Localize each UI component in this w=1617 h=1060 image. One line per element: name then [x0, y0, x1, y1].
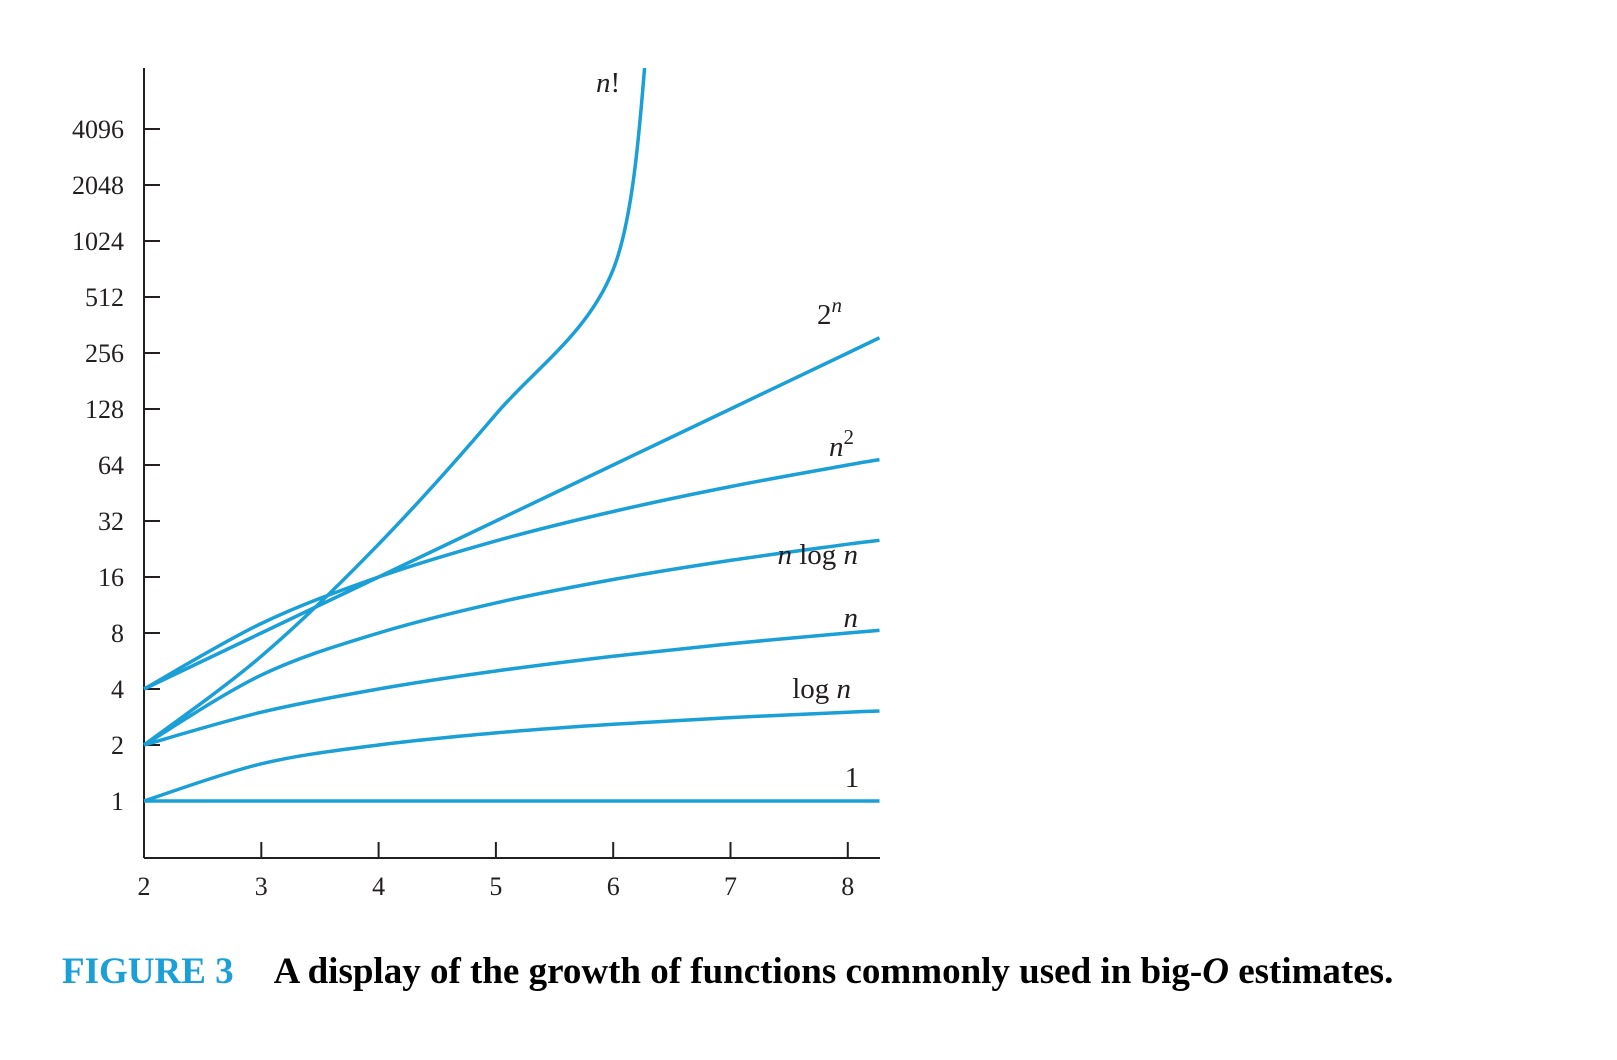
y-tick-label: 4096	[72, 115, 124, 144]
series-label-2-n: 2n	[817, 293, 842, 331]
y-tick-label: 1024	[72, 227, 124, 256]
series-label-1: 1	[845, 762, 860, 794]
y-tick-label: 4	[111, 675, 124, 704]
y-tick-label: 2048	[72, 171, 124, 200]
series-line-n-2	[143, 457, 880, 691]
caption-text: A display of the growth of functions com…	[273, 951, 1203, 992]
y-tick-label: 1	[111, 787, 124, 816]
series-line-2-n	[143, 336, 881, 691]
series-lines	[142, 68, 881, 803]
y-tick-label: 16	[98, 563, 124, 592]
figure-caption: FIGURE 3 A display of the growth of funct…	[62, 950, 1393, 993]
series-line-n	[142, 68, 647, 747]
x-tick-label: 6	[607, 872, 620, 901]
y-tick-label: 64	[98, 451, 124, 480]
series-label-n-2: n2	[829, 425, 854, 463]
x-tick-label: 5	[489, 872, 502, 901]
x-tick-label: 8	[841, 872, 854, 901]
y-tick-label: 512	[85, 283, 124, 312]
caption-italic: O	[1202, 951, 1229, 992]
x-tick-label: 3	[255, 872, 268, 901]
series-label-n-log-n: n log n	[777, 539, 858, 571]
series-line-log-n	[143, 709, 880, 803]
y-tick-label: 256	[85, 339, 124, 368]
y-tick-label: 8	[111, 619, 124, 648]
x-ticks: 2 3 4 5 6 7 8	[138, 842, 854, 901]
y-tick-label: 2	[111, 731, 124, 760]
x-tick-label: 7	[724, 872, 737, 901]
axes	[143, 68, 880, 859]
y-tick-label: 128	[85, 395, 124, 424]
series-line-n	[143, 628, 880, 747]
series-label-log-n: log n	[792, 673, 851, 705]
caption-text-end: estimates.	[1228, 951, 1394, 992]
series-line-n-log-n	[143, 538, 880, 747]
y-ticks: 1 2 4 8 16 32 64 128 256 512 1024 2048 4096	[72, 115, 160, 816]
x-tick-label: 4	[372, 872, 385, 901]
x-tick-label: 2	[138, 872, 151, 901]
y-tick-label: 32	[98, 507, 124, 536]
series-labels: 1 log n n n log n n2 2n n!	[596, 67, 859, 794]
series-label-n: n!	[596, 67, 620, 99]
caption-number: FIGURE 3	[62, 951, 234, 992]
series-label-n: n	[844, 602, 859, 634]
